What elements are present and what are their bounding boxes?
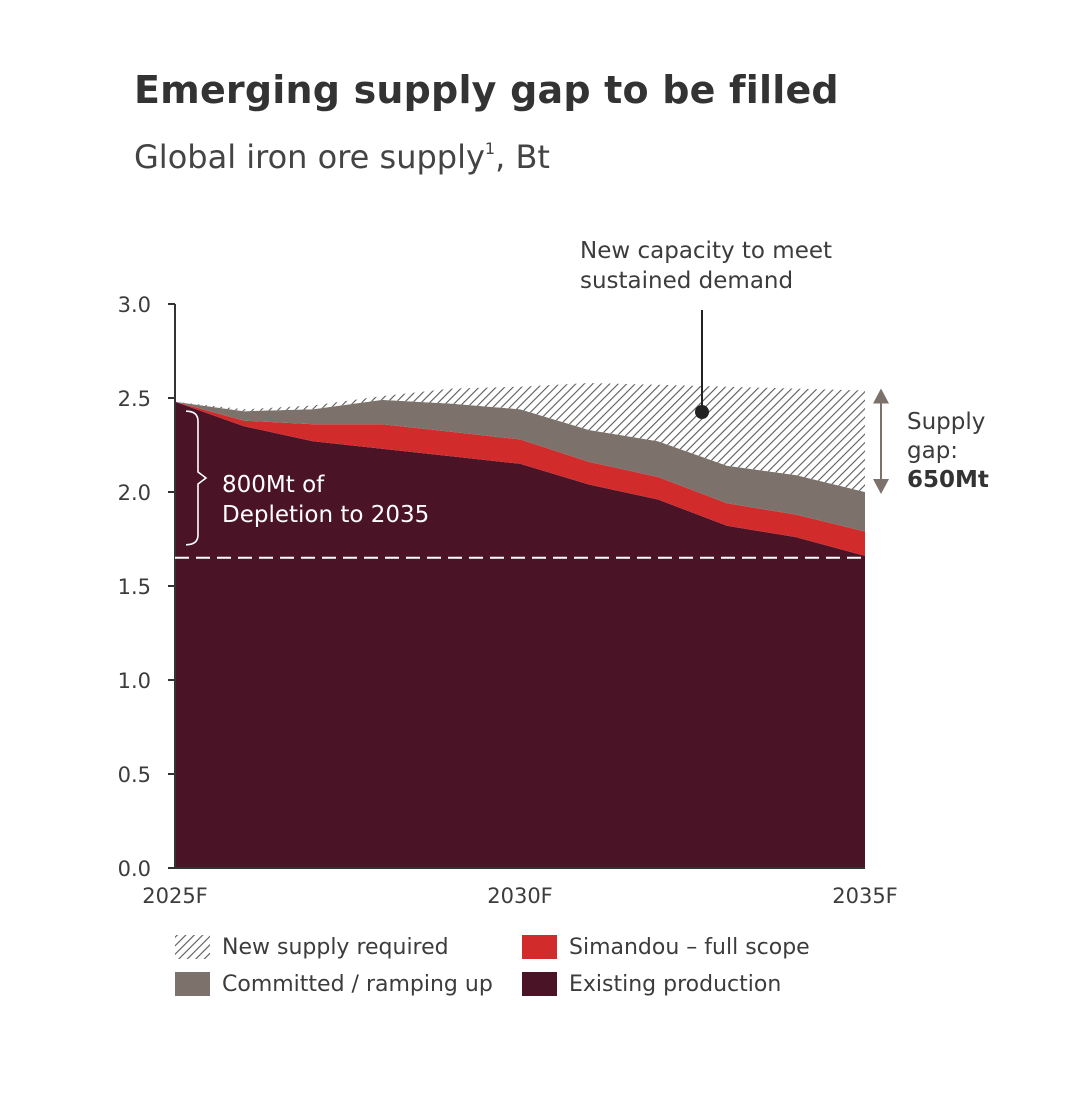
supply-gap-value: 650Mt [907, 467, 989, 493]
supply-gap-arrow-down [873, 479, 889, 494]
legend-label-existing-production: Existing production [569, 972, 781, 997]
y-tick-label: 0.0 [118, 857, 151, 881]
subtitle-unit: , Bt [495, 138, 550, 176]
area-simandou-full-scope [175, 401, 865, 556]
chart-title: Emerging supply gap to be filled [134, 68, 839, 112]
callout-dot [695, 405, 709, 419]
axes-group: 0.0 0.5 1.0 1.5 2.0 2.5 3.0 2025F 2030F 2035F [118, 293, 898, 908]
new-capacity-label: sustained demand [580, 268, 793, 294]
y-tick-label: 3.0 [118, 293, 151, 317]
x-tick-label: 2025F [142, 884, 208, 908]
legend-label-committed-ramping-up: Committed / ramping up [222, 972, 493, 997]
legend-swatch-simandou-full-scope [522, 935, 557, 959]
annotations-group: 800Mt of Depletion to 2035 New capacity to… [175, 238, 989, 559]
area-new-supply-required [175, 383, 865, 492]
y-tick-label: 1.0 [118, 669, 151, 693]
y-tick-label: 2.0 [118, 481, 151, 505]
chart-subtitle: Global iron ore supply1, Bt [134, 138, 550, 176]
supply-gap-arrow-up [873, 388, 889, 404]
y-tick-label: 0.5 [118, 763, 151, 787]
legend-swatch-committed-ramping-up [175, 972, 210, 996]
depletion-label: Depletion to 2035 [222, 502, 429, 528]
y-tick-label: 2.5 [118, 387, 151, 411]
subtitle-text: Global iron ore supply [134, 138, 485, 176]
x-tick-label: 2030F [487, 884, 553, 908]
supply-gap-label: gap: [907, 438, 958, 464]
y-tick-label: 1.5 [118, 575, 151, 599]
new-capacity-label: New capacity to meet [580, 238, 832, 264]
legend-label-simandou-full-scope: Simandou – full scope [569, 935, 810, 960]
area-existing-production [175, 401, 865, 868]
legend-swatch-existing-production [522, 972, 557, 996]
area-series-group [175, 383, 865, 868]
legend: New supply required Simandou – full scope… [175, 935, 810, 997]
depletion-bracket [185, 410, 208, 546]
subtitle-footnote-marker: 1 [484, 139, 496, 158]
x-tick-label: 2035F [832, 884, 898, 908]
legend-swatch-new-supply-required [175, 935, 210, 959]
supply-gap-label: Supply [907, 409, 985, 435]
depletion-label: 800Mt of [222, 472, 325, 498]
legend-label-new-supply-required: New supply required [222, 935, 449, 960]
